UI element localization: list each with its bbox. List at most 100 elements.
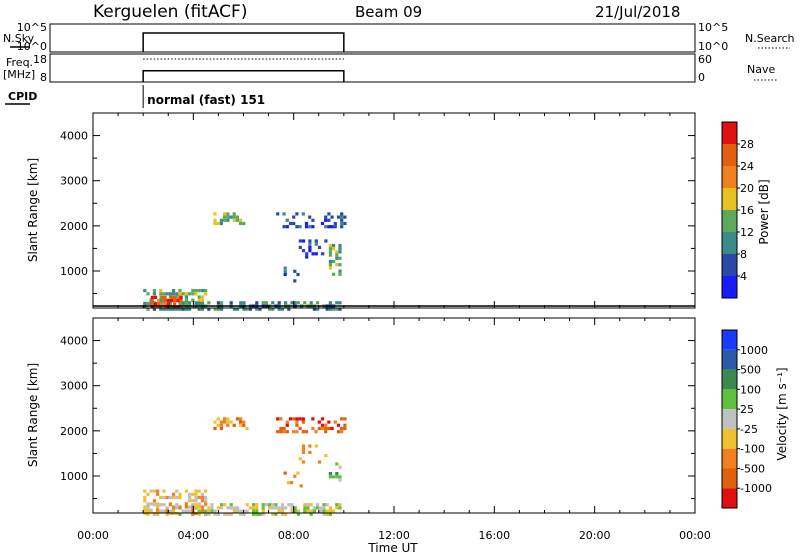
data-cell <box>229 301 233 305</box>
data-cell <box>271 506 275 510</box>
data-cell <box>295 225 299 229</box>
data-cell <box>213 212 217 216</box>
colorbar-swatch <box>722 488 737 508</box>
colorbar-swatch <box>722 166 737 188</box>
data-cell <box>207 307 211 311</box>
data-cell <box>282 212 286 216</box>
data-cell <box>252 509 256 513</box>
data-cell <box>239 218 243 222</box>
xtick-label: 20:00 <box>579 529 611 542</box>
data-cell <box>176 305 180 309</box>
ytick-label: 2000 <box>60 220 88 233</box>
data-cell <box>226 212 230 216</box>
data-cell <box>162 307 166 311</box>
data-cell <box>338 506 342 510</box>
data-cell <box>317 420 321 424</box>
data-cell <box>162 495 166 500</box>
data-cell <box>336 215 341 219</box>
data-cell <box>232 218 236 222</box>
data-cell <box>226 215 230 219</box>
data-cell <box>314 239 318 243</box>
data-cell <box>332 307 336 311</box>
data-cell <box>255 307 259 311</box>
data-cell <box>242 301 246 305</box>
data-cell <box>226 417 230 421</box>
data-cell <box>204 509 208 513</box>
data-cell <box>255 503 259 507</box>
data-cell <box>200 492 204 496</box>
data-cell <box>223 420 227 424</box>
data-cell <box>194 492 198 496</box>
data-cell <box>338 243 342 248</box>
data-cell <box>200 307 204 311</box>
ytick-label: 2000 <box>60 425 88 438</box>
data-cell <box>179 305 183 309</box>
data-cell <box>304 225 309 229</box>
data-cell <box>293 301 297 305</box>
data-cell <box>149 489 153 493</box>
data-cell <box>239 420 243 424</box>
data-cell <box>239 221 243 226</box>
data-cell <box>200 508 204 512</box>
data-cell <box>333 221 337 226</box>
data-cell <box>188 492 192 496</box>
data-cell <box>162 509 166 513</box>
colorbar-swatch <box>722 448 737 469</box>
data-cell <box>338 247 342 251</box>
data-cell <box>328 506 332 510</box>
xtick-label: 00:00 <box>679 529 711 542</box>
data-cell <box>163 295 167 299</box>
data-cell <box>328 475 332 479</box>
data-cell <box>168 495 172 500</box>
data-cell <box>150 299 154 303</box>
data-cell <box>308 215 312 219</box>
data-cell <box>314 252 318 256</box>
data-cell <box>157 305 161 309</box>
data-cell <box>178 492 182 496</box>
colorbar-swatch <box>722 409 737 429</box>
data-cell <box>340 215 344 219</box>
colorbar-swatch <box>722 468 737 489</box>
data-cell <box>220 503 224 507</box>
data-cell <box>338 256 342 260</box>
colorbar-tick-label: 8 <box>740 248 747 261</box>
data-cell <box>309 509 313 513</box>
data-cell <box>184 292 188 296</box>
xtick-label: 16:00 <box>478 529 510 542</box>
data-cell <box>338 301 342 305</box>
data-cell <box>304 221 309 226</box>
data-cell <box>285 423 289 427</box>
data-cell <box>181 509 185 513</box>
data-cell <box>179 299 183 303</box>
data-cell <box>162 489 166 493</box>
data-cell <box>324 454 328 458</box>
data-cell <box>280 506 284 510</box>
data-cell <box>232 423 236 427</box>
data-cell <box>276 212 280 216</box>
data-cell <box>213 509 217 513</box>
data-cell <box>338 503 342 507</box>
data-cell <box>165 292 169 296</box>
data-cell <box>232 212 236 216</box>
data-cell <box>156 492 160 496</box>
data-cell <box>169 299 174 303</box>
data-cell <box>248 307 252 311</box>
data-cell <box>305 252 309 256</box>
data-cell <box>290 301 294 305</box>
data-cell <box>283 269 287 273</box>
data-cell <box>197 502 201 506</box>
data-cell <box>213 420 217 424</box>
data-cell <box>309 301 313 305</box>
data-cell <box>168 301 172 305</box>
data-cell <box>338 269 342 273</box>
data-cell <box>290 509 294 513</box>
data-cell <box>330 426 334 431</box>
data-cell <box>319 506 323 510</box>
data-cell <box>163 305 167 309</box>
data-cell <box>298 225 302 229</box>
data-cell <box>152 499 156 503</box>
data-cell <box>296 272 300 277</box>
data-cell <box>336 423 341 427</box>
power-xaxis-ticks <box>92 113 696 308</box>
data-cell <box>296 301 300 305</box>
